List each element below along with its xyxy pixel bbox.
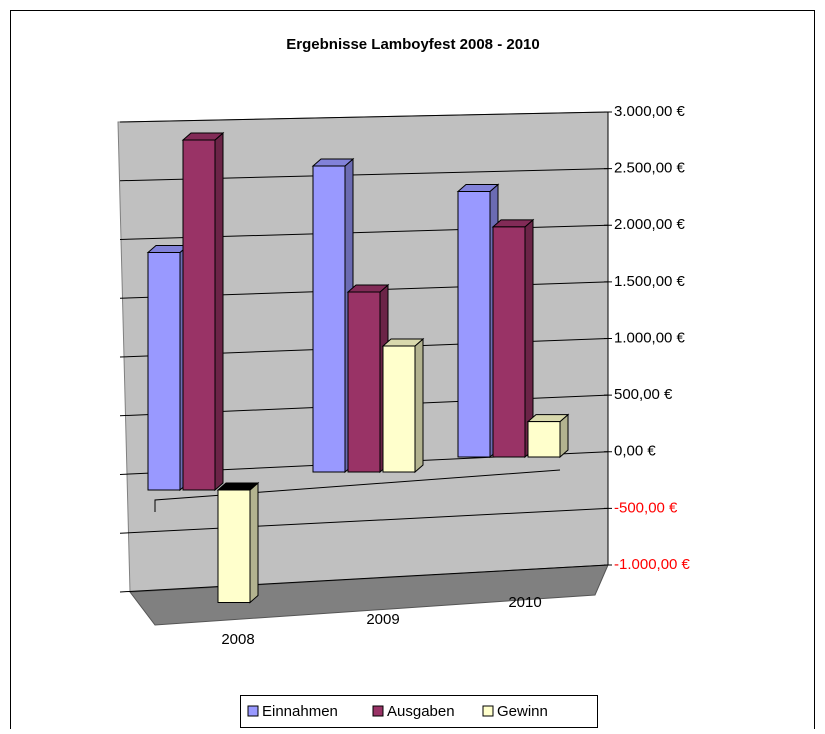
y-tick-label: 1.000,00 € (614, 329, 686, 346)
y-tick-label: -1.000,00 € (614, 556, 691, 573)
bar (182, 139, 216, 491)
bar (312, 165, 346, 473)
bar (382, 345, 416, 473)
grid-line (119, 564, 609, 593)
y-tick-label: 3.000,00 € (614, 103, 686, 120)
legend-swatch (482, 705, 494, 717)
bars (146, 131, 570, 604)
y-tick-label: -500,00 € (614, 499, 678, 516)
bar (147, 252, 181, 491)
bar (217, 489, 251, 603)
x-tick-label: 2009 (366, 611, 399, 628)
legend-label: Einnahmen (262, 703, 338, 720)
y-tick-label: 1.500,00 € (614, 273, 686, 290)
legend-swatch (372, 705, 384, 717)
y-tick-label: 2.000,00 € (614, 216, 686, 233)
x-tick-label: 2008 (221, 631, 254, 648)
legend-box (240, 695, 598, 728)
x-axis (154, 469, 561, 512)
y-tick-label: 500,00 € (614, 386, 673, 403)
legend-label: Gewinn (497, 703, 548, 720)
bar-side (414, 337, 424, 474)
bar (492, 226, 526, 458)
y-tick-label: 0,00 € (614, 443, 656, 460)
bar-side (249, 481, 259, 604)
legend-label: Ausgaben (387, 703, 455, 720)
x-tick-label: 2010 (508, 594, 541, 611)
legend: Einnahmen Ausgaben Gewinn (240, 695, 598, 728)
bar (527, 421, 561, 458)
bar (457, 191, 491, 458)
legend-swatch (247, 705, 259, 717)
bar (347, 291, 381, 473)
bar-side (214, 131, 224, 492)
grid-line (119, 111, 609, 123)
grid-line (119, 507, 609, 534)
chart-title: Ergebnisse Lamboyfest 2008 - 2010 (286, 36, 539, 53)
y-tick-label: 2.500,00 € (614, 160, 686, 177)
